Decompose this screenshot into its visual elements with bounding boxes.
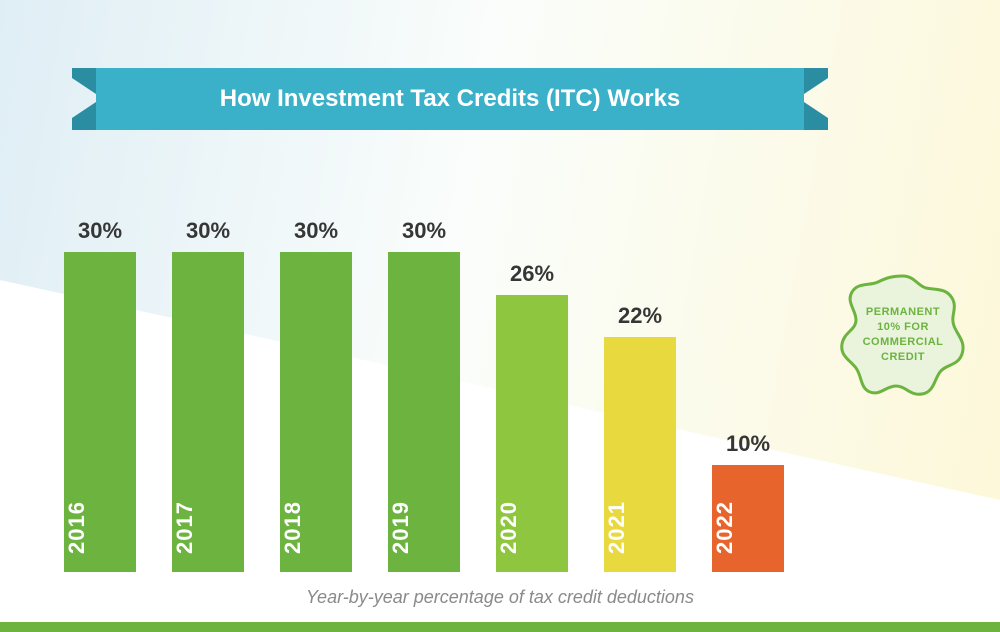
bar-year-label: 2016 (64, 501, 136, 554)
bar-value-label: 30% (64, 218, 136, 244)
bar-group: 201930% (388, 252, 460, 572)
bar-value-label: 30% (172, 218, 244, 244)
badge-text: PERMANENT 10% FOR COMMERCIAL CREDIT (863, 305, 944, 364)
bar-group: 202122% (604, 337, 676, 572)
permanent-credit-badge: PERMANENT 10% FOR COMMERCIAL CREDIT (838, 270, 968, 400)
bar-group: 201730% (172, 252, 244, 572)
bar-chart: 201630%201730%201830%201930%202026%20212… (64, 202, 824, 572)
bar-value-label: 10% (712, 431, 784, 457)
bar-value-label: 26% (496, 261, 568, 287)
bar-value-label: 22% (604, 303, 676, 329)
title-banner: How Investment Tax Credits (ITC) Works (72, 68, 828, 130)
bar-group: 201630% (64, 252, 136, 572)
badge-line-2: 10% FOR (863, 320, 944, 335)
bar-year-label: 2018 (280, 501, 352, 554)
page-title: How Investment Tax Credits (ITC) Works (72, 68, 828, 130)
bar-value-label: 30% (280, 218, 352, 244)
bar-group: 202026% (496, 295, 568, 572)
bar-group: 202210% (712, 465, 784, 572)
badge-line-3: COMMERCIAL (863, 335, 944, 350)
bar-group: 201830% (280, 252, 352, 572)
bar-year-label: 2020 (496, 501, 568, 554)
chart-caption: Year-by-year percentage of tax credit de… (0, 587, 1000, 608)
footer-strip (0, 622, 1000, 632)
badge-line-4: CREDIT (863, 350, 944, 365)
badge-line-1: PERMANENT (863, 305, 944, 320)
bar-year-label: 2017 (172, 501, 244, 554)
bar-value-label: 30% (388, 218, 460, 244)
bar-year-label: 2019 (388, 501, 460, 554)
bar-year-label: 2021 (604, 501, 676, 554)
bar-year-label: 2022 (712, 501, 784, 554)
